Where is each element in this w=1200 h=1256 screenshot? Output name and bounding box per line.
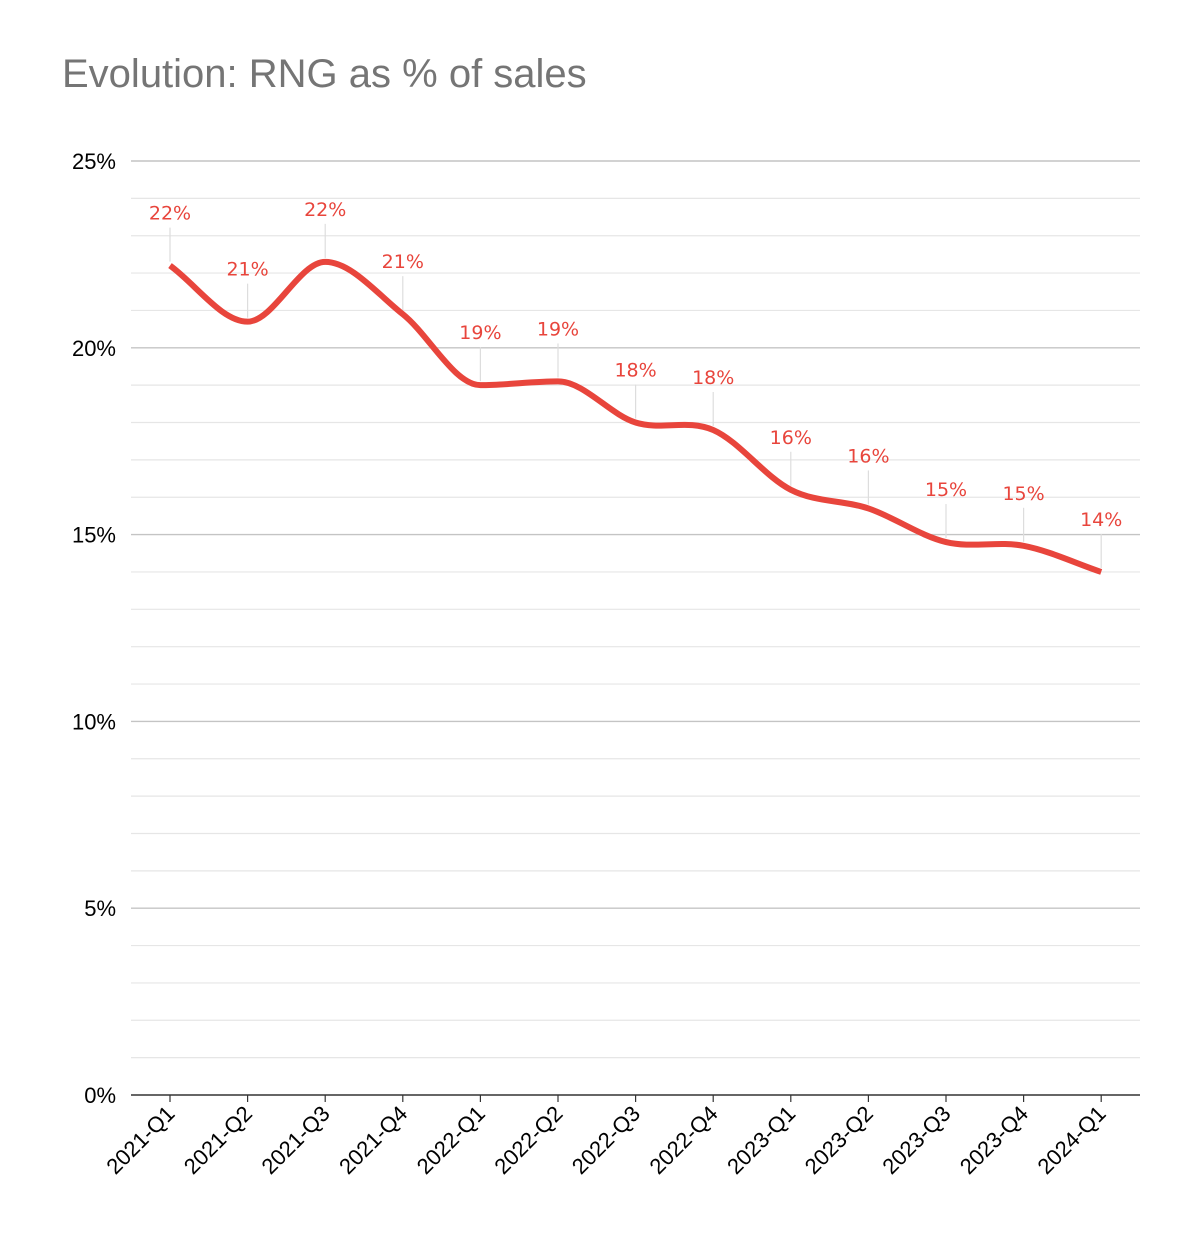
data-point	[943, 539, 949, 545]
x-tick-label: 2023-Q3	[877, 1101, 955, 1179]
x-tick-label: 2023-Q1	[722, 1101, 800, 1179]
y-tick-label: 5%	[84, 896, 116, 921]
data-point	[865, 505, 871, 511]
data-label: 19%	[459, 322, 501, 344]
data-point	[633, 420, 639, 426]
x-tick-label: 2022-Q4	[645, 1101, 723, 1179]
series-line	[168, 258, 1103, 575]
x-tick-label: 2021-Q3	[257, 1101, 335, 1179]
data-label: 15%	[925, 479, 967, 501]
data-label: 22%	[304, 199, 346, 221]
x-tick-label: 2021-Q1	[101, 1101, 179, 1179]
data-point	[400, 311, 406, 317]
data-label: 18%	[692, 367, 734, 389]
data-label: 21%	[382, 251, 424, 273]
data-point	[322, 259, 328, 265]
x-tick-label: 2023-Q4	[955, 1101, 1033, 1179]
data-label: 14%	[1080, 509, 1122, 531]
x-tick-label: 2022-Q3	[567, 1101, 645, 1179]
data-point	[167, 263, 173, 269]
y-tick-label: 0%	[84, 1083, 116, 1108]
data-label: 16%	[770, 427, 812, 449]
data-label: 15%	[1002, 483, 1044, 505]
data-point	[710, 427, 716, 433]
x-tick-label: 2021-Q2	[179, 1101, 257, 1179]
data-point	[477, 382, 483, 388]
x-tick-label: 2023-Q2	[800, 1101, 878, 1179]
x-tick-label: 2022-Q2	[489, 1101, 567, 1179]
x-tick-label: 2024-Q1	[1033, 1101, 1111, 1179]
data-label: 16%	[847, 445, 889, 467]
data-point	[1098, 569, 1104, 575]
data-point	[555, 378, 561, 384]
y-tick-label: 15%	[72, 523, 116, 548]
data-label: 19%	[537, 318, 579, 340]
y-tick-label: 10%	[72, 709, 116, 734]
chart-title: Evolution: RNG as % of sales	[62, 52, 587, 96]
data-label: 18%	[614, 360, 656, 382]
x-tick-label: 2021-Q4	[334, 1101, 412, 1179]
data-label: 21%	[226, 259, 268, 281]
y-tick-label: 20%	[72, 336, 116, 361]
data-label: 22%	[149, 203, 191, 225]
y-tick-label: 25%	[72, 149, 116, 174]
data-point	[1021, 543, 1027, 549]
x-tick-label: 2022-Q1	[412, 1101, 490, 1179]
data-point	[788, 487, 794, 493]
data-point	[245, 319, 251, 325]
